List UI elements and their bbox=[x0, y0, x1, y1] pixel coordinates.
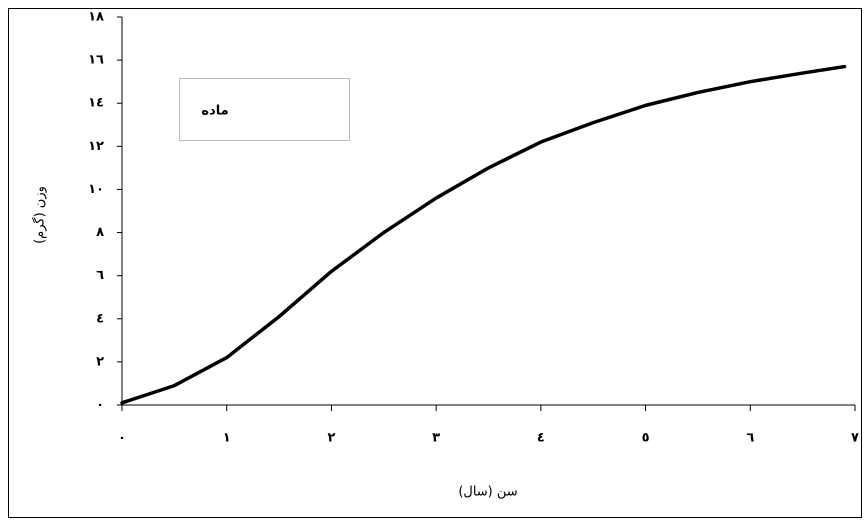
x-tick-label: ١ bbox=[223, 431, 231, 446]
legend-label: ماده bbox=[201, 104, 228, 119]
chart-frame bbox=[8, 8, 862, 518]
y-tick-label: ١٦ bbox=[88, 53, 104, 68]
y-tick-label: ١٢ bbox=[88, 139, 104, 154]
y-tick-label: ١٨ bbox=[88, 10, 104, 25]
x-tick-label: ٠ bbox=[118, 431, 126, 446]
y-tick-label: ١٤ bbox=[88, 96, 104, 111]
y-tick-label: ٤ bbox=[96, 311, 104, 326]
y-tick-label: ٦ bbox=[96, 268, 104, 283]
y-axis-label: وزن (گرم) bbox=[32, 186, 48, 244]
y-tick-label: ٢ bbox=[96, 354, 104, 369]
legend-box bbox=[179, 78, 350, 141]
y-tick-label: ١٠ bbox=[88, 182, 104, 197]
x-axis-label: سن (سال) bbox=[458, 485, 517, 500]
line bbox=[120, 64, 847, 405]
y-tick-label: ٠ bbox=[96, 398, 104, 413]
x-tick-label: ٤ bbox=[537, 431, 545, 446]
x-tick-label: ٢ bbox=[327, 431, 335, 446]
x-tick-label: ٦ bbox=[746, 431, 754, 446]
x-tick-label: ٥ bbox=[642, 431, 650, 446]
y-tick-label: ٨ bbox=[96, 225, 104, 240]
x-tick-label: ٧ bbox=[851, 431, 859, 446]
x-tick-label: ٣ bbox=[432, 431, 440, 446]
